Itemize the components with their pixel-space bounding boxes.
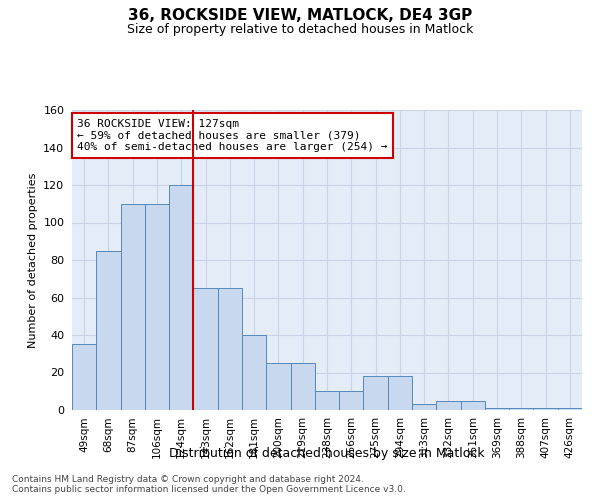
Bar: [461, 400, 485, 410]
Bar: [388, 376, 412, 410]
Bar: [339, 391, 364, 410]
Bar: [315, 391, 339, 410]
Bar: [509, 408, 533, 410]
Bar: [533, 408, 558, 410]
Text: Contains HM Land Registry data © Crown copyright and database right 2024.: Contains HM Land Registry data © Crown c…: [12, 475, 364, 484]
Bar: [558, 408, 582, 410]
Text: 36 ROCKSIDE VIEW: 127sqm
← 59% of detached houses are smaller (379)
40% of semi-: 36 ROCKSIDE VIEW: 127sqm ← 59% of detach…: [77, 119, 388, 152]
Y-axis label: Number of detached properties: Number of detached properties: [28, 172, 38, 348]
Text: 36, ROCKSIDE VIEW, MATLOCK, DE4 3GP: 36, ROCKSIDE VIEW, MATLOCK, DE4 3GP: [128, 8, 472, 22]
Bar: [436, 400, 461, 410]
Text: Contains public sector information licensed under the Open Government Licence v3: Contains public sector information licen…: [12, 485, 406, 494]
Bar: [121, 204, 145, 410]
Bar: [96, 250, 121, 410]
Bar: [412, 404, 436, 410]
Bar: [193, 288, 218, 410]
Bar: [218, 288, 242, 410]
Bar: [266, 363, 290, 410]
Text: Distribution of detached houses by size in Matlock: Distribution of detached houses by size …: [169, 448, 485, 460]
Bar: [290, 363, 315, 410]
Bar: [242, 335, 266, 410]
Bar: [364, 376, 388, 410]
Bar: [72, 344, 96, 410]
Text: Size of property relative to detached houses in Matlock: Size of property relative to detached ho…: [127, 22, 473, 36]
Bar: [169, 185, 193, 410]
Bar: [145, 204, 169, 410]
Bar: [485, 408, 509, 410]
